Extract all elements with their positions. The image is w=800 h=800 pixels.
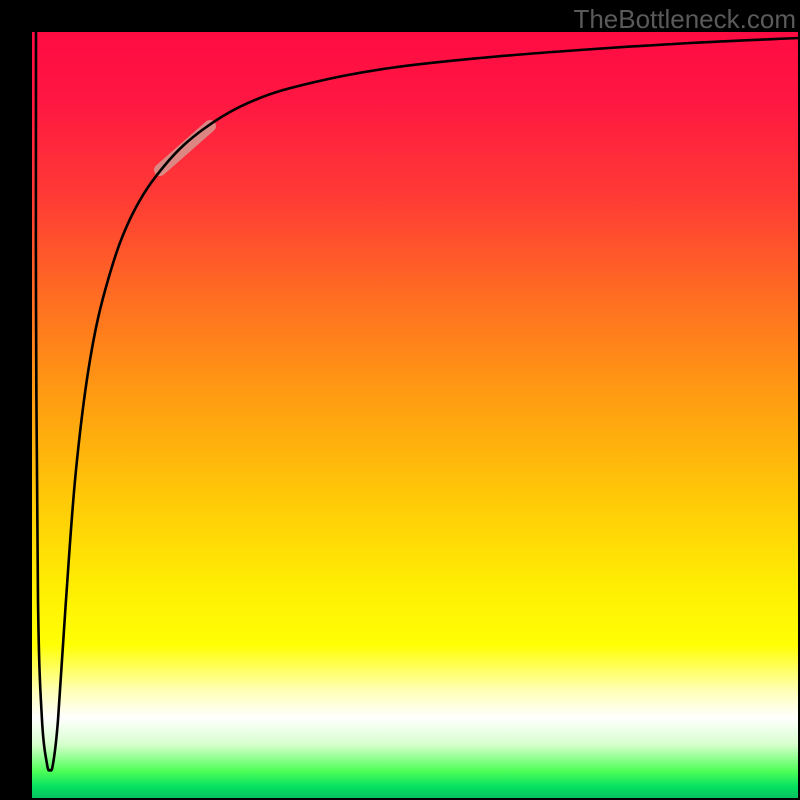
bottleneck-curve xyxy=(36,32,798,770)
chart-container: TheBottleneck.com xyxy=(0,0,800,800)
curve-layer xyxy=(0,0,800,800)
watermark-text: TheBottleneck.com xyxy=(573,4,796,35)
plot-area xyxy=(32,32,798,798)
